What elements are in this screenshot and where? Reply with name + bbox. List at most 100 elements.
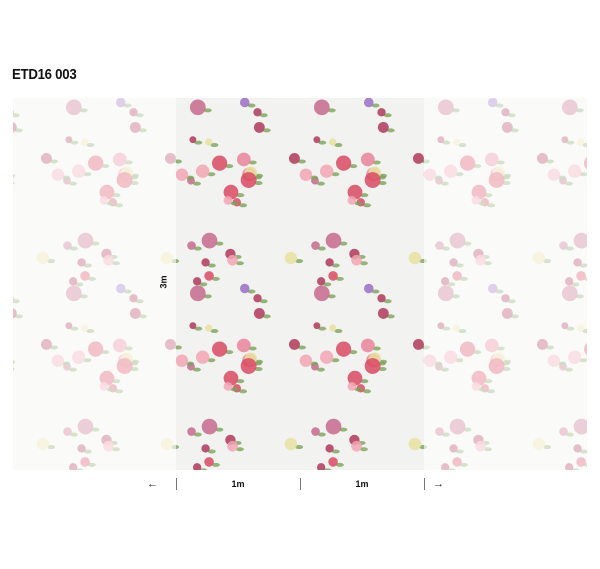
flower — [240, 172, 257, 189]
flower — [201, 418, 218, 435]
flower — [187, 241, 196, 250]
flower — [347, 184, 363, 200]
flower — [408, 251, 422, 265]
leaf — [334, 143, 343, 148]
flower — [360, 338, 375, 353]
flower — [335, 341, 352, 357]
leaf — [186, 175, 195, 180]
leaf — [262, 128, 271, 133]
flower — [347, 370, 363, 386]
flower — [227, 440, 238, 452]
flower — [223, 195, 233, 205]
leaf — [339, 427, 348, 432]
leaf — [247, 103, 256, 108]
leaf — [207, 172, 216, 177]
flower — [201, 232, 218, 249]
leaf — [186, 361, 195, 366]
leaf — [327, 108, 336, 113]
flower — [313, 322, 321, 330]
flower — [360, 152, 375, 167]
flower — [253, 108, 262, 117]
leaf — [323, 468, 332, 470]
leaf — [318, 140, 327, 145]
leaf — [235, 261, 244, 266]
leaf — [349, 350, 358, 355]
leaf — [354, 201, 363, 206]
leaf — [327, 294, 336, 299]
flower — [313, 285, 330, 302]
leaf — [334, 329, 343, 334]
flower — [204, 457, 214, 467]
leaf — [225, 164, 234, 169]
flower — [335, 155, 352, 171]
flower — [299, 168, 313, 181]
leaf — [339, 241, 348, 246]
flower — [201, 258, 210, 267]
leaf — [360, 193, 369, 198]
faded-left-extension — [13, 98, 176, 470]
leaf — [259, 299, 268, 304]
leaf — [207, 263, 216, 268]
leaf — [317, 246, 326, 251]
leaf — [215, 427, 224, 432]
leaf — [295, 445, 304, 450]
leaf — [215, 241, 224, 246]
flower — [205, 324, 213, 332]
leaf — [360, 379, 369, 384]
flower — [195, 164, 210, 178]
flower — [288, 152, 300, 164]
flower — [223, 381, 233, 391]
leaf — [255, 173, 264, 178]
leaf — [335, 276, 344, 281]
flower — [195, 350, 210, 364]
leaf — [372, 346, 381, 351]
flower — [240, 358, 257, 375]
leaf — [230, 387, 239, 392]
leaf — [254, 181, 263, 186]
dimension-tick — [176, 478, 177, 490]
flower — [239, 98, 250, 108]
leaf — [297, 159, 306, 164]
flower — [189, 99, 206, 116]
flower — [364, 358, 381, 375]
leaf — [210, 143, 219, 148]
leaf — [372, 160, 381, 165]
flower — [364, 172, 381, 189]
flower — [377, 294, 386, 303]
flower — [363, 283, 374, 294]
leaf — [310, 175, 319, 180]
flower — [351, 254, 362, 266]
leaf — [199, 468, 208, 470]
leaf — [203, 294, 212, 299]
flower — [408, 437, 422, 451]
flower — [189, 322, 197, 330]
flower — [328, 457, 338, 467]
flower — [377, 121, 389, 133]
leaf — [254, 367, 263, 372]
panel-width-label: 1m — [355, 479, 369, 489]
dimension-tick — [424, 478, 425, 490]
flower — [313, 136, 321, 144]
leaf — [363, 389, 372, 394]
flower — [223, 370, 239, 386]
flower — [253, 307, 265, 319]
leaf — [379, 359, 388, 364]
flower — [377, 108, 386, 117]
leaf — [225, 350, 234, 355]
flower — [363, 98, 374, 108]
leaf — [236, 193, 245, 198]
panel-width-label: 1m — [231, 479, 245, 489]
leaf — [331, 172, 340, 177]
right-arrow-icon: → — [433, 478, 444, 490]
flower — [325, 232, 342, 249]
flower — [328, 271, 338, 281]
left-arrow-icon: ← — [147, 478, 158, 490]
leaf — [295, 259, 304, 264]
leaf — [199, 282, 208, 287]
leaf — [317, 432, 326, 437]
leaf — [378, 367, 387, 372]
flower — [201, 444, 210, 453]
flower — [299, 354, 313, 367]
leaf — [192, 181, 201, 186]
flower — [311, 241, 320, 250]
